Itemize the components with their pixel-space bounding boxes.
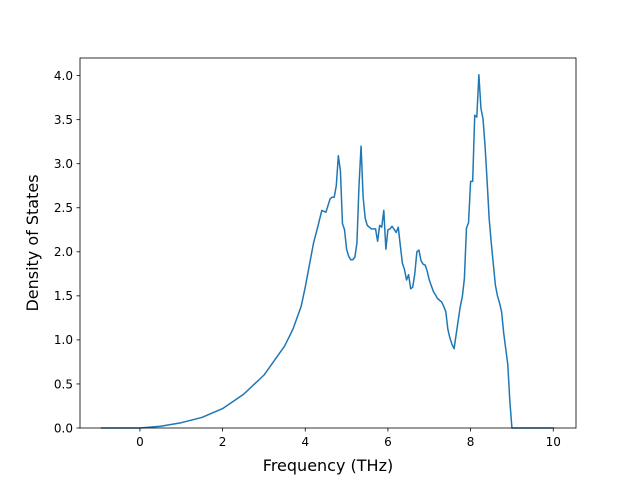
- series-line: [100, 73, 555, 429]
- y-ticks: 0.0 0.5 1.0 1.5 2.0 2.5 3.0 3.5 4.0: [54, 69, 80, 435]
- x-axis-label: Frequency (THz): [263, 456, 393, 475]
- y-tick-label: 4.0: [54, 69, 73, 83]
- x-tick-label: 2: [219, 435, 227, 449]
- y-tick-label: 0.0: [54, 421, 73, 435]
- y-tick-label: 3.5: [54, 113, 73, 127]
- plot-area: [80, 58, 576, 428]
- y-tick-label: 0.5: [54, 377, 73, 391]
- x-ticks: 0 2 4 6 8 10: [136, 428, 561, 449]
- x-tick-label: 4: [301, 435, 309, 449]
- y-tick-label: 2.0: [54, 245, 73, 259]
- x-tick-label: 0: [136, 435, 144, 449]
- x-tick-label: 6: [384, 435, 392, 449]
- y-tick-label: 1.0: [54, 333, 73, 347]
- x-tick-label: 10: [546, 435, 561, 449]
- x-tick-label: 8: [467, 435, 475, 449]
- y-tick-label: 1.5: [54, 289, 73, 303]
- y-tick-label: 3.0: [54, 157, 73, 171]
- y-axis-label: Density of States: [23, 174, 42, 311]
- plot-frame: [79, 57, 577, 429]
- y-tick-label: 2.5: [54, 201, 73, 215]
